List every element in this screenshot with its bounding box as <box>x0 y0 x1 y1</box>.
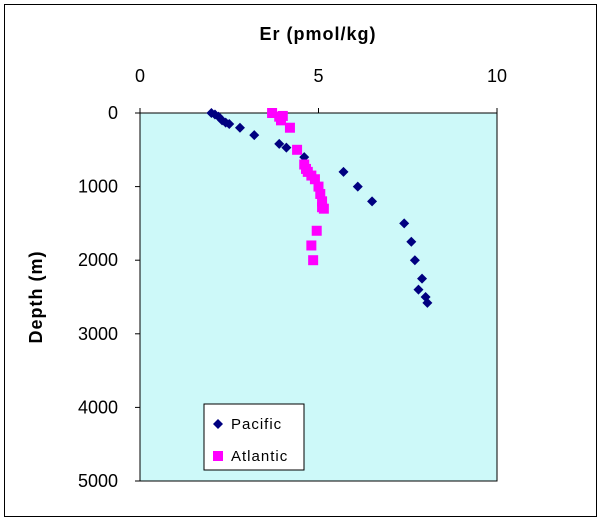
atlantic-point <box>317 196 328 207</box>
pacific-point <box>274 138 285 149</box>
x-tick-label: 5 <box>313 66 323 86</box>
atlantic-point <box>277 110 288 121</box>
pacific-point <box>399 218 410 229</box>
pacific-point <box>417 273 428 284</box>
data-points <box>206 108 433 308</box>
y-axis-ticks: 0 1000 2000 3000 4000 5000 <box>78 103 140 491</box>
pacific-point <box>249 130 260 141</box>
atlantic-point <box>292 144 303 155</box>
y-tick-label: 5000 <box>78 471 118 491</box>
pacific-point <box>367 196 378 207</box>
y-tick-label: 2000 <box>78 250 118 270</box>
chart-frame <box>4 4 597 517</box>
pacific-point <box>409 255 420 266</box>
atlantic-point <box>308 255 319 266</box>
legend: Pacific Atlantic <box>203 403 305 471</box>
y-tick-label: 4000 <box>78 397 118 417</box>
series-atlantic <box>267 108 329 266</box>
atlantic-point <box>306 240 317 251</box>
pacific-point <box>422 297 433 308</box>
pacific-point <box>224 119 235 130</box>
legend-label-atlantic: Atlantic <box>231 448 288 465</box>
x-axis-title: Er (pmol/kg) <box>259 24 376 44</box>
pacific-point <box>338 166 349 177</box>
atlantic-point <box>267 108 278 118</box>
y-tick-label: 3000 <box>78 324 118 344</box>
y-axis-title: Depth (m) <box>26 251 46 344</box>
atlantic-point <box>284 122 295 133</box>
series-pacific <box>206 108 433 308</box>
pacific-point <box>234 122 245 133</box>
atlantic-point <box>313 181 324 192</box>
legend-label-pacific: Pacific <box>231 416 282 433</box>
atlantic-point <box>317 202 328 213</box>
y-tick-label: 0 <box>108 103 118 123</box>
atlantic-point <box>311 225 322 236</box>
pacific-point <box>352 181 363 192</box>
atlantic-point <box>309 174 320 185</box>
x-tick-label: 0 <box>135 66 145 86</box>
y-tick-label: 1000 <box>78 177 118 197</box>
pacific-point <box>406 236 417 247</box>
legend-marker-atlantic <box>213 451 223 461</box>
legend-marker-pacific <box>213 419 223 429</box>
x-axis-ticks: 0 5 10 <box>135 66 507 113</box>
pacific-point <box>281 142 292 153</box>
atlantic-point <box>315 188 326 199</box>
plot-area <box>139 112 498 482</box>
x-tick-label: 10 <box>487 66 507 86</box>
pacific-point <box>413 284 424 295</box>
